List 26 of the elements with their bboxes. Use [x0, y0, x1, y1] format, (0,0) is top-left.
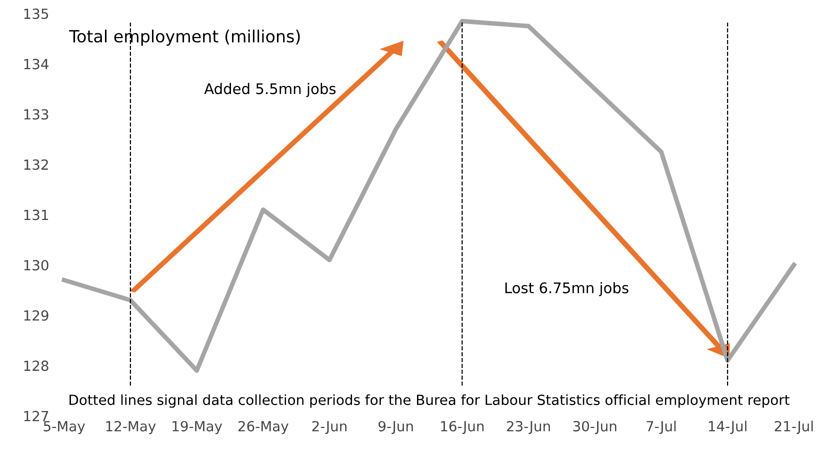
annotation: Dotted lines signal data collection periods for the Burea for Labour Statistics official employment report — [70, 394, 790, 408]
y-tick-label: 134 — [24, 58, 49, 70]
x-tick-label: 2-Jun — [312, 420, 346, 434]
x-tick-label: 14-Jul — [708, 420, 746, 434]
y-tick-label: 132 — [24, 159, 48, 170]
annotation: Lost 6.75mn jobs — [505, 282, 628, 296]
y-tick-label: 127 — [24, 410, 48, 422]
y-tick-label: 131 — [24, 210, 48, 220]
y-tick-label: 128 — [24, 360, 48, 372]
x-tick-label: 7-Jul — [646, 420, 676, 434]
x-tick-label: 12-May — [106, 420, 156, 434]
x-tick-label: 21-Jul — [774, 420, 813, 434]
x-tick-label: 9-Jun — [378, 420, 413, 434]
x-tick-label: 16-Jun — [441, 420, 484, 434]
x-tick-label: 23-Jun — [506, 420, 550, 434]
text: Total employment (millions) — [69, 30, 300, 46]
x-tick-label: 30-Jun — [573, 420, 616, 434]
x-tick-label: 26-May — [238, 420, 288, 434]
y-tick-label: 130 — [24, 260, 48, 270]
y-tick-label: 133 — [24, 109, 48, 120]
x-tick-label: 5-May — [44, 421, 85, 434]
annotation: Added 5.5mn jobs — [204, 82, 336, 98]
y-tick-label: 129 — [24, 310, 48, 321]
line-series — [62, 18, 796, 373]
y-tick-label: 135 — [24, 8, 48, 20]
x-tick-label: 19-May — [172, 420, 222, 434]
